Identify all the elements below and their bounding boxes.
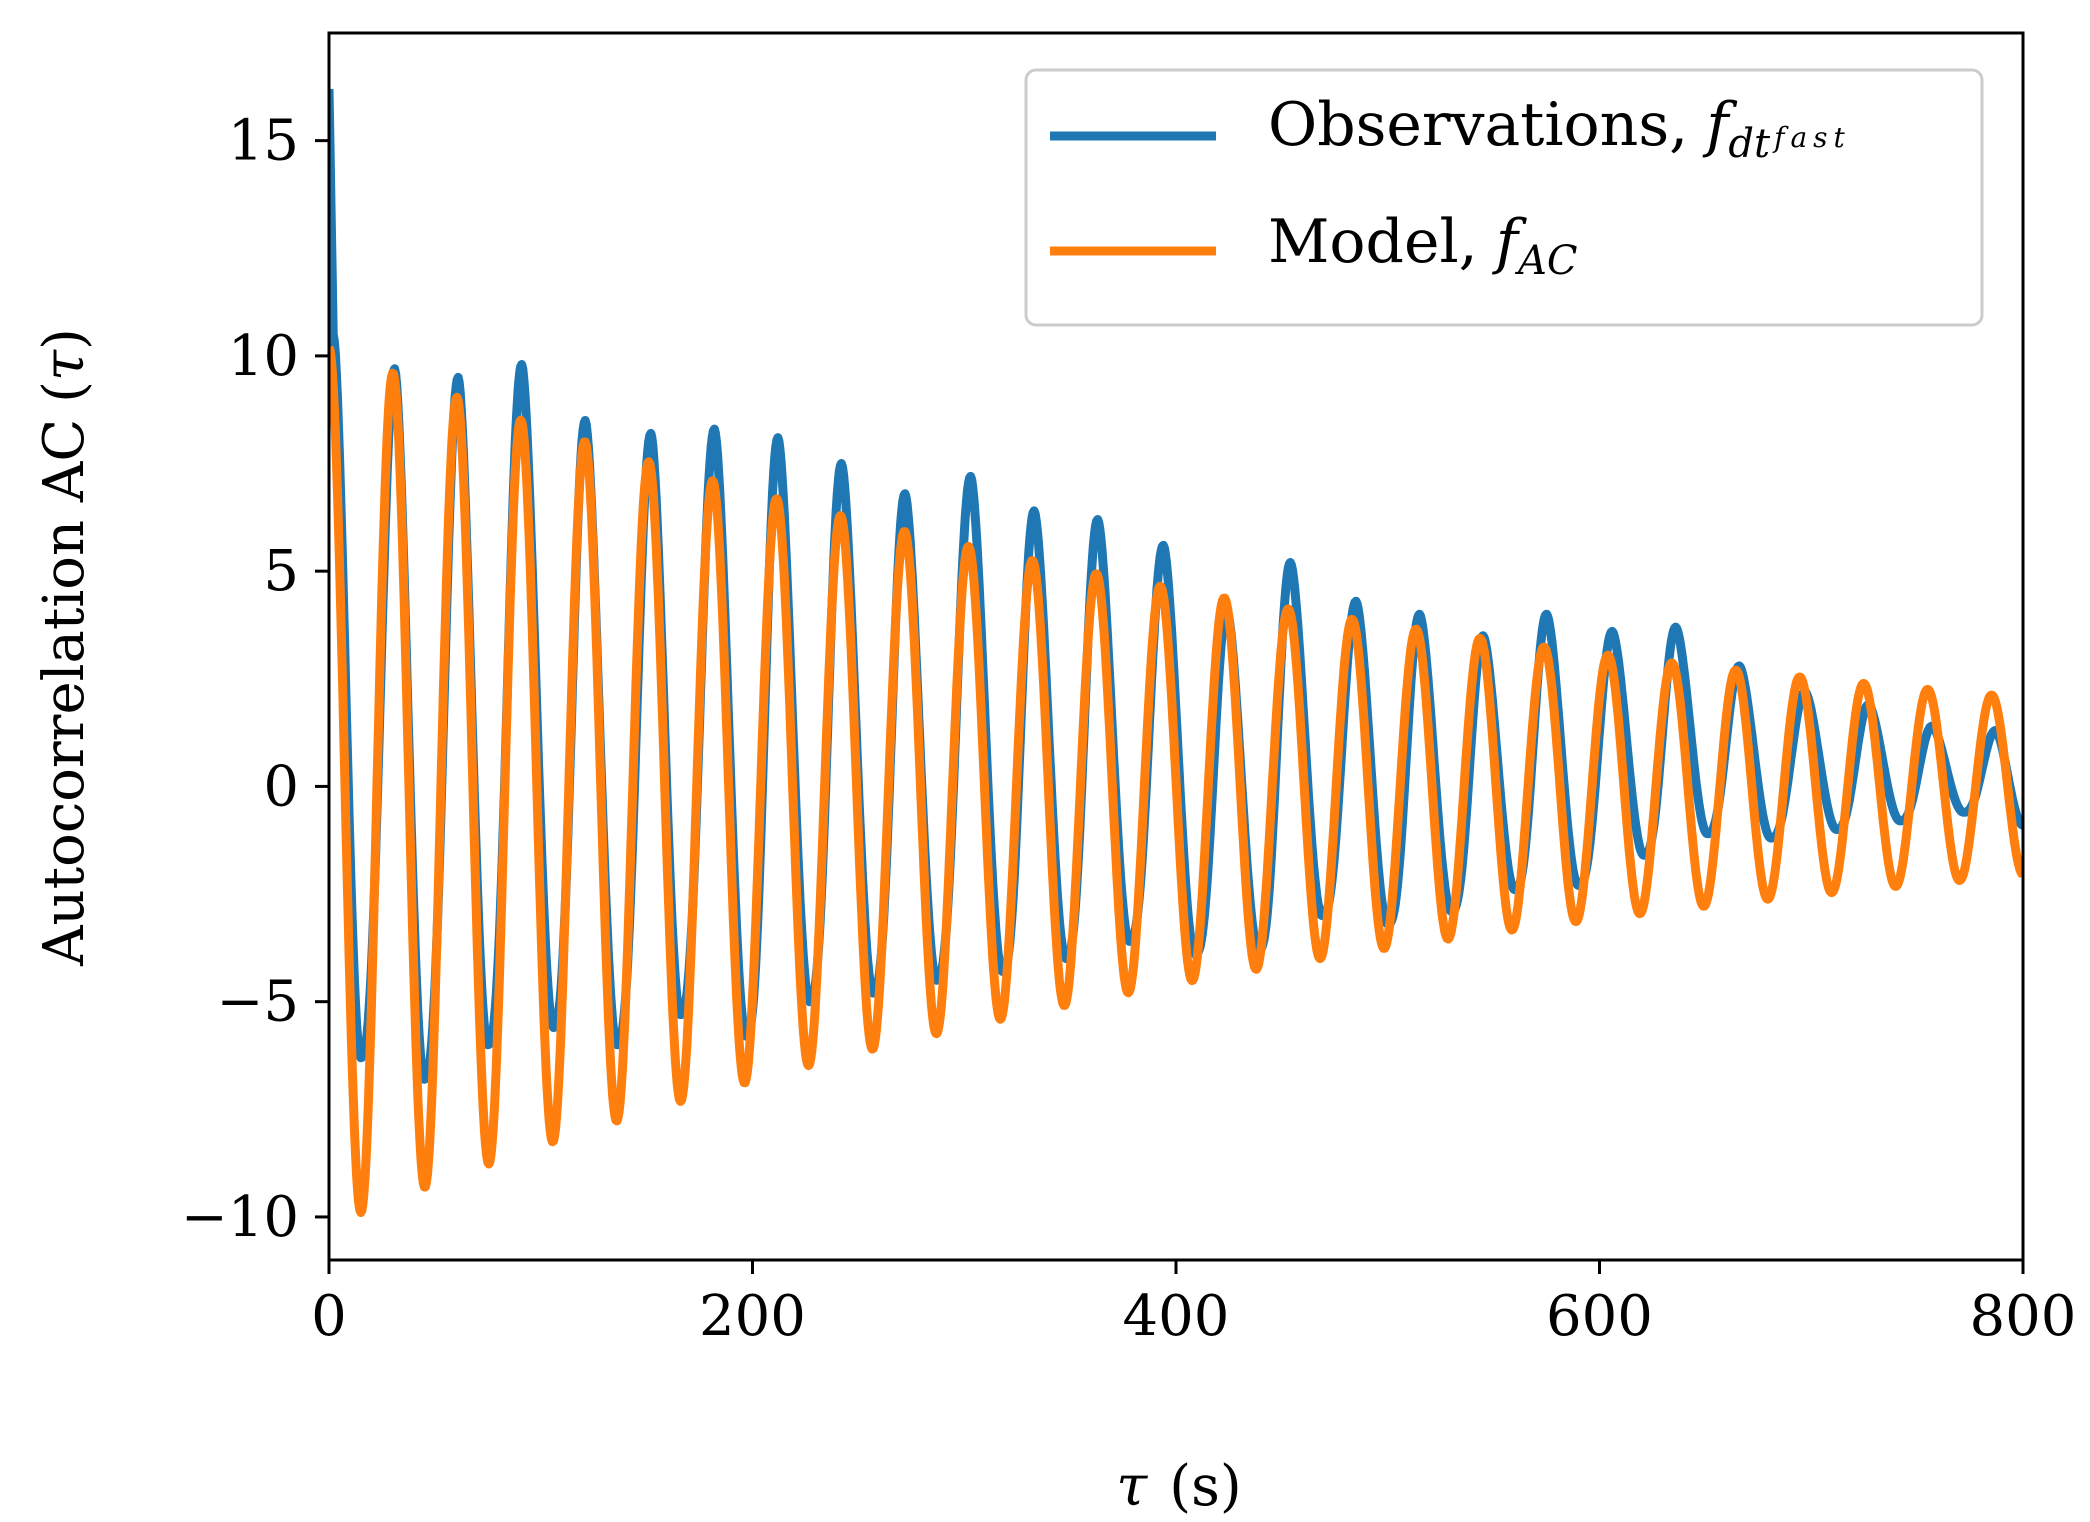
y-tick-label: 10 (228, 324, 299, 389)
y-tick-label: −5 (216, 970, 299, 1035)
y-axis-label-text: Autocorrelation AC (32, 419, 97, 967)
x-axis-symbol: τ (1116, 1454, 1148, 1519)
y-axis-ticks: −10 −5 0 5 10 15 (181, 109, 329, 1250)
series-line-model (329, 345, 2023, 1217)
x-tick-label: 600 (1546, 1284, 1653, 1349)
legend-math-sub-model: AC (1514, 238, 1578, 284)
x-axis-ticks: 0 200 400 600 800 (311, 1260, 2076, 1349)
plot-area (329, 88, 2023, 1217)
legend-entry-observations: Observations, fdt fast (1268, 90, 1851, 167)
x-axis-unit: (s) (1169, 1454, 1241, 1519)
x-tick-label: 200 (699, 1284, 806, 1349)
y-axis-label-symbol: τ (32, 349, 97, 381)
x-tick-label: 0 (311, 1284, 347, 1349)
legend-label-observations: Observations, (1268, 90, 1688, 160)
x-axis-label: τ (s) (1116, 1454, 1241, 1519)
x-tick-label: 800 (1970, 1284, 2077, 1349)
y-tick-label: 15 (228, 109, 299, 174)
legend: Observations, fdt fast Model, fAC (1024, 68, 1984, 327)
legend-math-subsup-observations: fast (1772, 121, 1851, 154)
y-tick-label: 5 (263, 539, 299, 604)
legend-frame (1024, 68, 1984, 327)
y-tick-label: 0 (263, 754, 299, 819)
legend-math-sub-observations: dt (1728, 121, 1771, 167)
y-axis-label: Autocorrelation AC(τ) (32, 328, 97, 967)
legend-label-model: Model, (1268, 207, 1478, 277)
x-tick-label: 400 (1123, 1284, 1230, 1349)
y-tick-label: −10 (181, 1185, 299, 1250)
